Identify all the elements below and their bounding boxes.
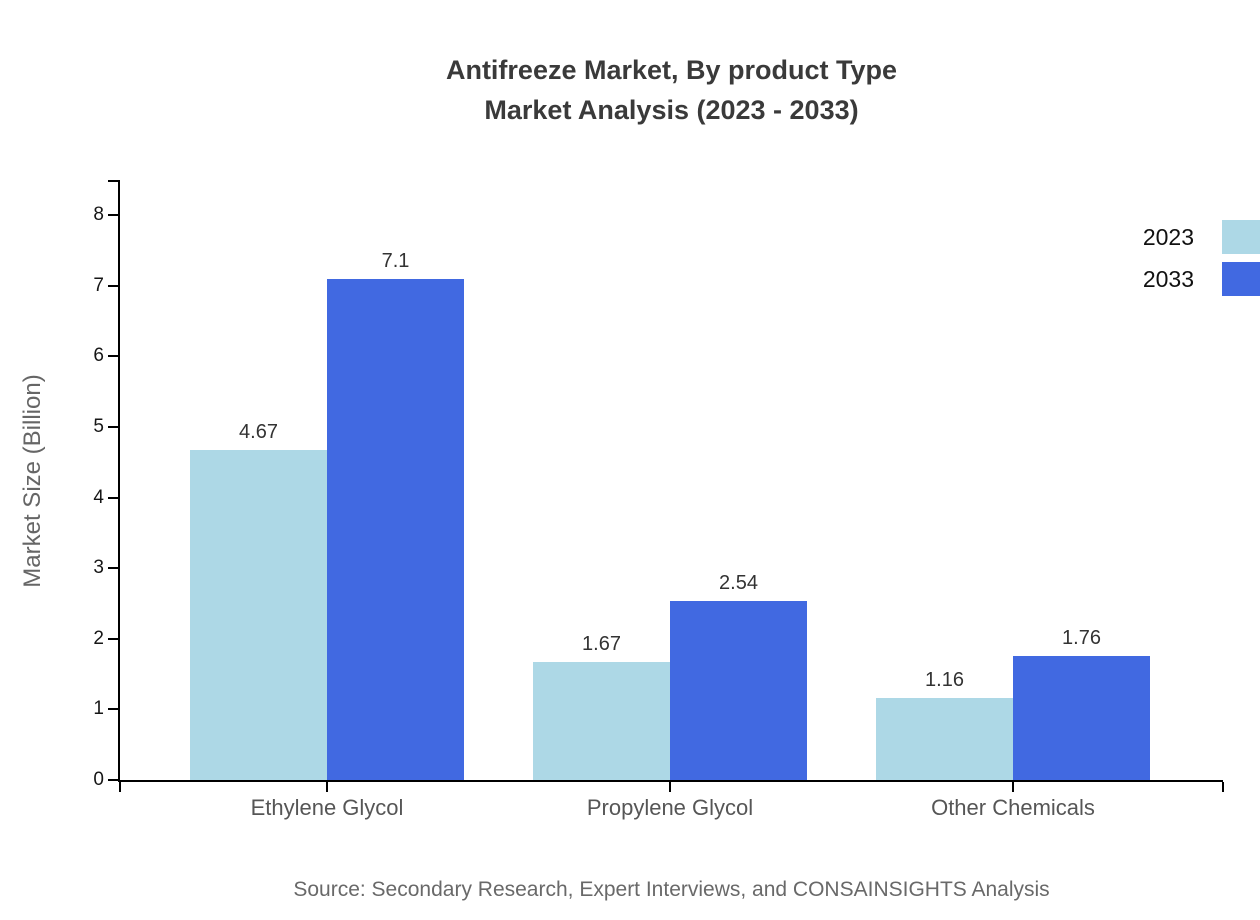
y-axis-tick-6 <box>108 355 118 358</box>
y-axis-tick-label-4: 4 <box>93 486 104 508</box>
legend-swatch-2033 <box>1222 262 1260 296</box>
y-axis-line <box>118 180 120 782</box>
legend-item-2023: 2023 <box>1143 220 1260 254</box>
legend-swatch-2023 <box>1222 220 1260 254</box>
legend-item-2033: 2033 <box>1143 262 1260 296</box>
y-axis-tick-3 <box>108 567 118 570</box>
y-axis-tick-label-8: 8 <box>93 204 104 226</box>
y-axis-tick-0 <box>108 779 118 781</box>
value-label-2033-ethylene-glycol: 7.1 <box>381 249 410 272</box>
category-label-propylene-glycol: Propylene Glycol <box>586 795 754 820</box>
bar-2033-ethylene-glycol <box>327 278 464 780</box>
value-label-2023-ethylene-glycol: 4.67 <box>239 421 278 444</box>
chart-title-line1: Antifreeze Market, By product Type <box>445 55 898 85</box>
y-axis-tick-label-6: 6 <box>93 345 104 367</box>
y-axis-tick-1 <box>108 708 118 711</box>
bar-2023-ethylene-glycol <box>190 450 327 780</box>
value-label-2023-other-chemicals: 1.16 <box>925 669 964 692</box>
y-axis-tick-7 <box>108 284 118 287</box>
bar-2033-other-chemicals <box>1013 655 1150 780</box>
x-axis-tick-propylene-glycol <box>669 782 671 792</box>
y-axis-tick-label-7: 7 <box>93 274 104 296</box>
chart-title: Antifreeze Market, By product Type Marke… <box>120 50 1223 130</box>
legend-label-2023: 2023 <box>1142 223 1194 250</box>
y-axis-end-tick <box>108 180 118 182</box>
x-axis-tick-ethylene-glycol <box>326 782 328 792</box>
bar-2023-propylene-glycol <box>533 662 670 780</box>
y-axis-tick-5 <box>108 426 118 428</box>
y-axis-tick-label-0: 0 <box>93 769 104 790</box>
bar-2033-propylene-glycol <box>670 600 807 780</box>
bar-2023-other-chemicals <box>876 698 1013 780</box>
x-axis-line <box>118 780 1223 782</box>
y-axis-tick-label-5: 5 <box>93 416 104 437</box>
y-axis-tick-label-3: 3 <box>93 557 104 579</box>
value-label-2023-propylene-glycol: 1.67 <box>582 633 621 656</box>
y-axis-tick-2 <box>108 637 118 640</box>
legend: 2023 2033 <box>1143 220 1260 304</box>
category-label-other-chemicals: Other Chemicals <box>931 795 1095 820</box>
value-label-2033-other-chemicals: 1.76 <box>1062 626 1101 649</box>
x-axis-end-tick-right <box>1222 782 1224 792</box>
x-axis-end-tick-left <box>119 782 121 792</box>
category-label-ethylene-glycol: Ethylene Glycol <box>250 795 404 820</box>
y-axis-tick-label-1: 1 <box>93 698 104 720</box>
legend-label-2033: 2033 <box>1142 265 1194 292</box>
y-axis-tick-8 <box>108 214 118 217</box>
y-axis-tick-4 <box>108 496 118 499</box>
source-attribution: Source: Secondary Research, Expert Inter… <box>293 878 1050 901</box>
value-label-2033-propylene-glycol: 2.54 <box>719 571 758 594</box>
chart-title-line2: Market Analysis (2023 - 2033) <box>484 95 859 125</box>
y-axis-tick-label-2: 2 <box>93 627 104 649</box>
x-axis-tick-other-chemicals <box>1012 782 1014 792</box>
